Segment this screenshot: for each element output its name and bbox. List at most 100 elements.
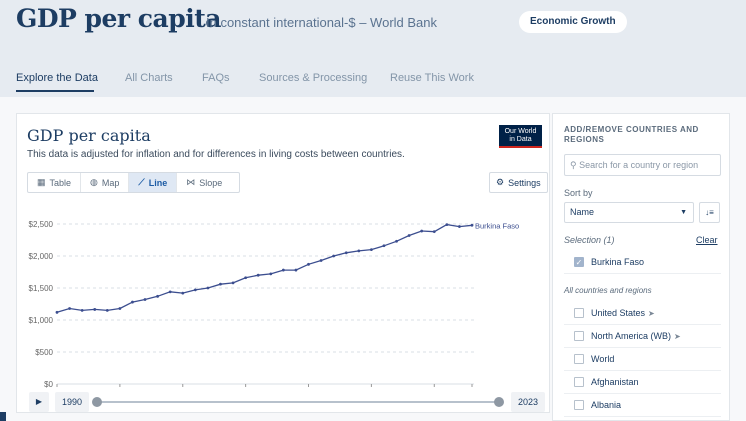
- y-tick-label: $2,500: [29, 220, 54, 229]
- line-tab-label: Line: [148, 177, 168, 188]
- entity-label: Burkina Faso: [591, 257, 645, 267]
- x-tick-label: 2010: [300, 389, 318, 390]
- timeline-slider-track[interactable]: [97, 401, 499, 403]
- checkbox[interactable]: [574, 308, 584, 318]
- sort-select[interactable]: Name ▼: [564, 202, 694, 223]
- entity-row[interactable]: United States ➤: [564, 303, 721, 325]
- timeline-start-handle[interactable]: [92, 397, 102, 407]
- data-point: [68, 307, 71, 310]
- sort-order-icon: ↓≡: [705, 208, 714, 217]
- page-title: GDP per capita: [16, 4, 221, 33]
- checkbox[interactable]: [574, 331, 584, 341]
- data-point: [269, 272, 273, 276]
- active-tab-indicator: [16, 90, 94, 92]
- sort-label: Sort by: [564, 188, 593, 198]
- content-panel: GDP per capita This data is adjusted for…: [0, 97, 746, 421]
- gear-icon: ⚙: [496, 177, 505, 187]
- data-point: [193, 288, 197, 292]
- selection-count: Selection (1): [564, 235, 615, 245]
- entity-row[interactable]: Afghanistan: [564, 372, 721, 394]
- data-point: [118, 307, 122, 310]
- data-point: [131, 300, 134, 304]
- timeline: ▶ 1990 2023: [17, 392, 551, 414]
- entity-search-input[interactable]: ⚲ Search for a country or region: [564, 154, 721, 176]
- selected-entity-row[interactable]: ✓ Burkina Faso: [564, 252, 721, 274]
- x-tick-label: 2015: [362, 389, 380, 390]
- data-point: [382, 244, 386, 248]
- timeline-end-handle[interactable]: [494, 397, 504, 407]
- topic-badge[interactable]: Economic Growth: [519, 11, 627, 33]
- data-point: [156, 294, 160, 298]
- checkbox[interactable]: [574, 400, 584, 410]
- all-entities-label: All countries and regions: [564, 286, 652, 295]
- data-point: [344, 251, 348, 255]
- data-point: [231, 281, 235, 285]
- data-point: [357, 249, 361, 253]
- line-chart: $0 $500 $1,000 $1,500 $2,000 $2,500 1990 1995 20…: [29, 220, 520, 390]
- data-point: [395, 239, 398, 243]
- play-button[interactable]: ▶: [29, 392, 49, 412]
- tab-sources-processing[interactable]: Sources & Processing: [259, 72, 368, 84]
- data-point: [55, 310, 59, 314]
- search-icon: ⚲: [570, 160, 577, 170]
- entity-label: Afghanistan: [591, 377, 639, 387]
- data-point: [445, 223, 449, 227]
- series-line: [56, 223, 473, 313]
- page-subtitle: In constant international-$ – World Bank: [206, 15, 438, 30]
- data-point: [319, 259, 323, 262]
- entity-label: World: [591, 354, 615, 364]
- y-tick-label: $0: [44, 380, 53, 389]
- search-placeholder: Search for a country or region: [579, 160, 699, 170]
- data-point: [407, 234, 411, 237]
- settings-button[interactable]: ⚙ Settings: [489, 172, 548, 193]
- line-chart-icon: ⟋: [138, 177, 145, 187]
- x-tick-label: 1995: [111, 389, 129, 390]
- y-tick-label: $2,000: [29, 252, 54, 261]
- entity-label: Albania: [591, 400, 622, 410]
- data-point: [294, 268, 298, 272]
- chart-view-toolbar: ▦ Table ◍ Map ⟋ Line ⋈ Slope: [27, 172, 240, 193]
- x-tick-label: 2020: [425, 389, 443, 390]
- y-tick-label: $500: [35, 348, 53, 357]
- chart-subtitle: This data is adjusted for inflation and …: [27, 149, 405, 160]
- data-point: [470, 223, 474, 227]
- timeline-start-year[interactable]: 1990: [55, 392, 90, 412]
- checkbox-checked[interactable]: ✓: [574, 257, 584, 267]
- data-point: [206, 286, 210, 290]
- data-point: [143, 298, 147, 301]
- entity-row[interactable]: Albania: [564, 395, 721, 417]
- map-tab-label: Map: [101, 177, 120, 188]
- series-label: Burkina Faso: [475, 221, 519, 230]
- chart-card: GDP per capita This data is adjusted for…: [16, 113, 550, 413]
- data-point: [458, 225, 461, 228]
- checkbox[interactable]: [574, 377, 584, 387]
- checkbox[interactable]: [574, 354, 584, 364]
- chart-title: GDP per capita: [27, 126, 151, 145]
- page-tabs: Explore the Data All Charts FAQs Sources…: [0, 60, 746, 96]
- tab-explore-the-data[interactable]: Explore the Data: [16, 72, 98, 84]
- data-point: [420, 229, 424, 233]
- chevron-down-icon: ▼: [680, 209, 687, 216]
- owid-logo[interactable]: Our World in Data: [499, 125, 542, 148]
- slope-tab-button[interactable]: ⋈ Slope: [177, 173, 231, 192]
- table-icon: ▦: [37, 177, 46, 187]
- line-tab-button[interactable]: ⟋ Line: [129, 173, 178, 192]
- entity-row[interactable]: World: [564, 349, 721, 371]
- globe-icon: ◍: [90, 177, 98, 187]
- tab-faqs[interactable]: FAQs: [202, 72, 230, 84]
- entity-row[interactable]: North America (WB) ➤: [564, 326, 721, 348]
- y-tick-label: $1,000: [29, 316, 54, 325]
- data-point: [432, 230, 436, 234]
- clear-selection-link[interactable]: Clear: [696, 235, 718, 245]
- timeline-end-year[interactable]: 2023: [511, 392, 546, 412]
- logo-line-1: Our World: [504, 128, 537, 135]
- tab-all-charts[interactable]: All Charts: [125, 72, 173, 84]
- scrollbar-corner: [0, 412, 6, 421]
- data-point: [369, 248, 373, 251]
- tab-reuse-this-work[interactable]: Reuse This Work: [390, 72, 474, 84]
- table-tab-button[interactable]: ▦ Table: [28, 173, 82, 192]
- settings-label: Settings: [508, 177, 541, 188]
- slope-tab-label: Slope: [199, 177, 223, 188]
- map-tab-button[interactable]: ◍ Map: [81, 173, 130, 192]
- sort-order-button[interactable]: ↓≡: [699, 202, 720, 223]
